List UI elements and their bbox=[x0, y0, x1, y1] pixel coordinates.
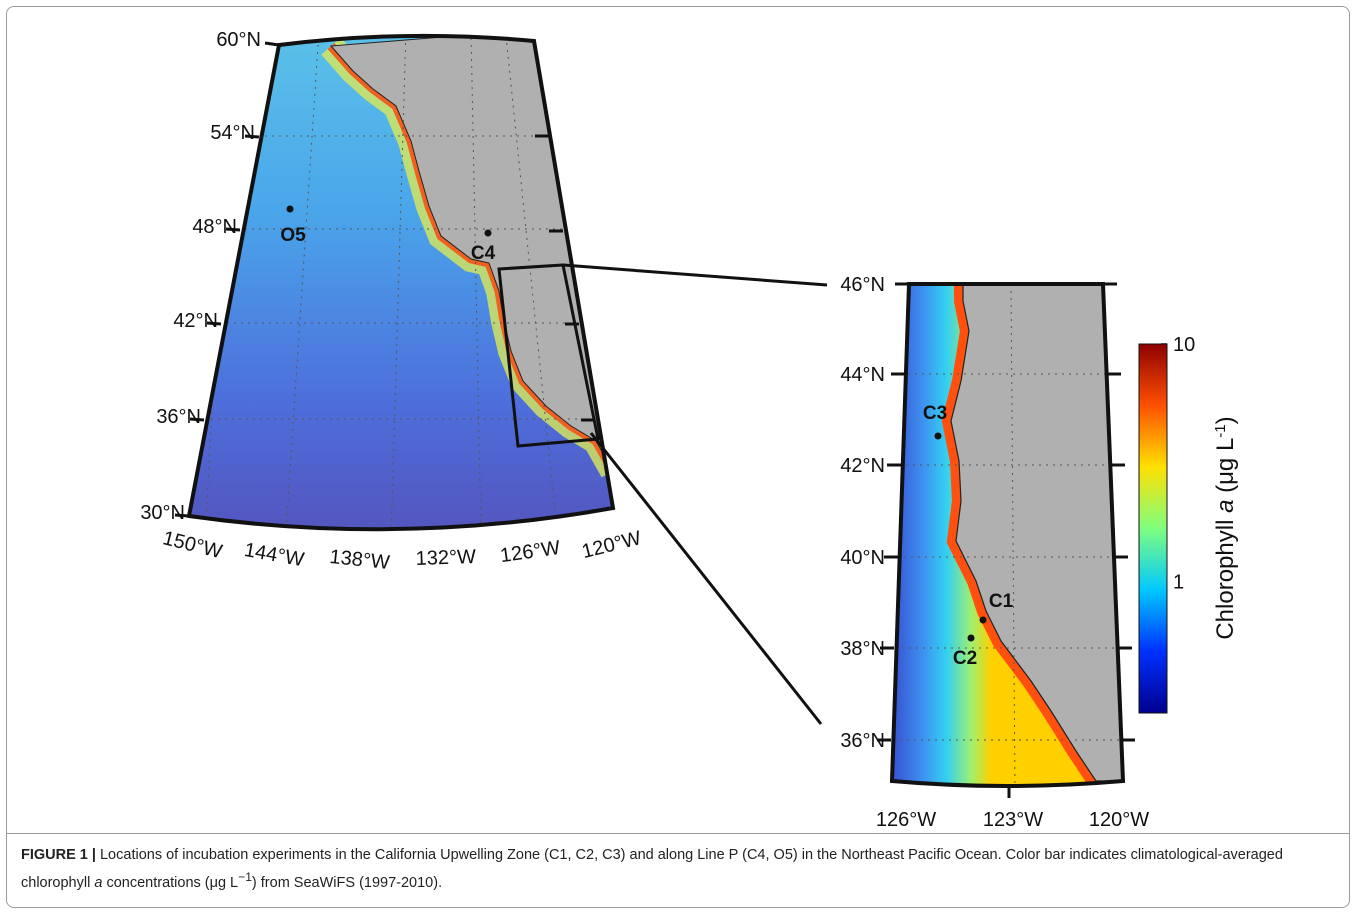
station-label: C1 bbox=[989, 591, 1014, 612]
caption: FIGURE 1 | Locations of incubation exper… bbox=[7, 833, 1349, 904]
lat-label: 60°N bbox=[216, 29, 261, 51]
lat-label: 38°N bbox=[840, 638, 885, 660]
maps: 60°N 54°N 48°N 42°N 36°N 30°N 150°W 144°W 138°W 1… bbox=[140, 29, 1240, 831]
lon-label: 126°W bbox=[876, 809, 936, 831]
left-map bbox=[189, 35, 613, 530]
lon-label: 150°W bbox=[161, 527, 225, 563]
lat-label: 42°N bbox=[173, 310, 218, 332]
caption-text: Locations of incubation experiments in t… bbox=[21, 847, 1283, 891]
colorbar-label: Chlorophyll a (μg L-1) bbox=[1212, 416, 1240, 639]
lat-label: 36°N bbox=[156, 406, 201, 428]
colorbar-tick-label: 10 bbox=[1173, 334, 1195, 356]
caption-sup: −1 bbox=[238, 870, 252, 884]
colorbar-tick-label: 1 bbox=[1173, 572, 1184, 594]
lon-label: 126°W bbox=[499, 537, 562, 567]
colorbar bbox=[1138, 343, 1168, 714]
lon-label: 123°W bbox=[983, 809, 1043, 831]
lat-label: 42°N bbox=[840, 455, 885, 477]
lat-label: 46°N bbox=[840, 274, 885, 296]
caption-text: ) from SeaWiFS (1997-2010). bbox=[251, 874, 443, 891]
caption-text: concentrations (μg L bbox=[102, 874, 239, 891]
caption-label: FIGURE 1 | bbox=[21, 847, 96, 863]
lat-label: 54°N bbox=[210, 122, 255, 144]
lon-label: 138°W bbox=[329, 546, 391, 574]
lon-label: 144°W bbox=[242, 539, 305, 571]
lon-label: 120°W bbox=[1089, 809, 1149, 831]
caption-italic: a bbox=[94, 874, 103, 891]
lat-label: 36°N bbox=[840, 730, 885, 752]
station-label: C3 bbox=[923, 403, 947, 424]
lat-label: 48°N bbox=[192, 216, 237, 238]
station-label: O5 bbox=[280, 225, 306, 246]
lat-label: 30°N bbox=[140, 502, 185, 524]
lat-label: 40°N bbox=[840, 547, 885, 569]
station-label: C4 bbox=[471, 243, 496, 264]
lon-label: 132°W bbox=[415, 546, 476, 570]
station-label: C2 bbox=[953, 648, 977, 669]
figure: 60°N 54°N 48°N 42°N 36°N 30°N 150°W 144°W 138°W 1… bbox=[6, 6, 1350, 908]
lat-label: 44°N bbox=[840, 364, 885, 386]
right-map bbox=[892, 284, 1123, 786]
lon-label: 120°W bbox=[580, 527, 644, 563]
